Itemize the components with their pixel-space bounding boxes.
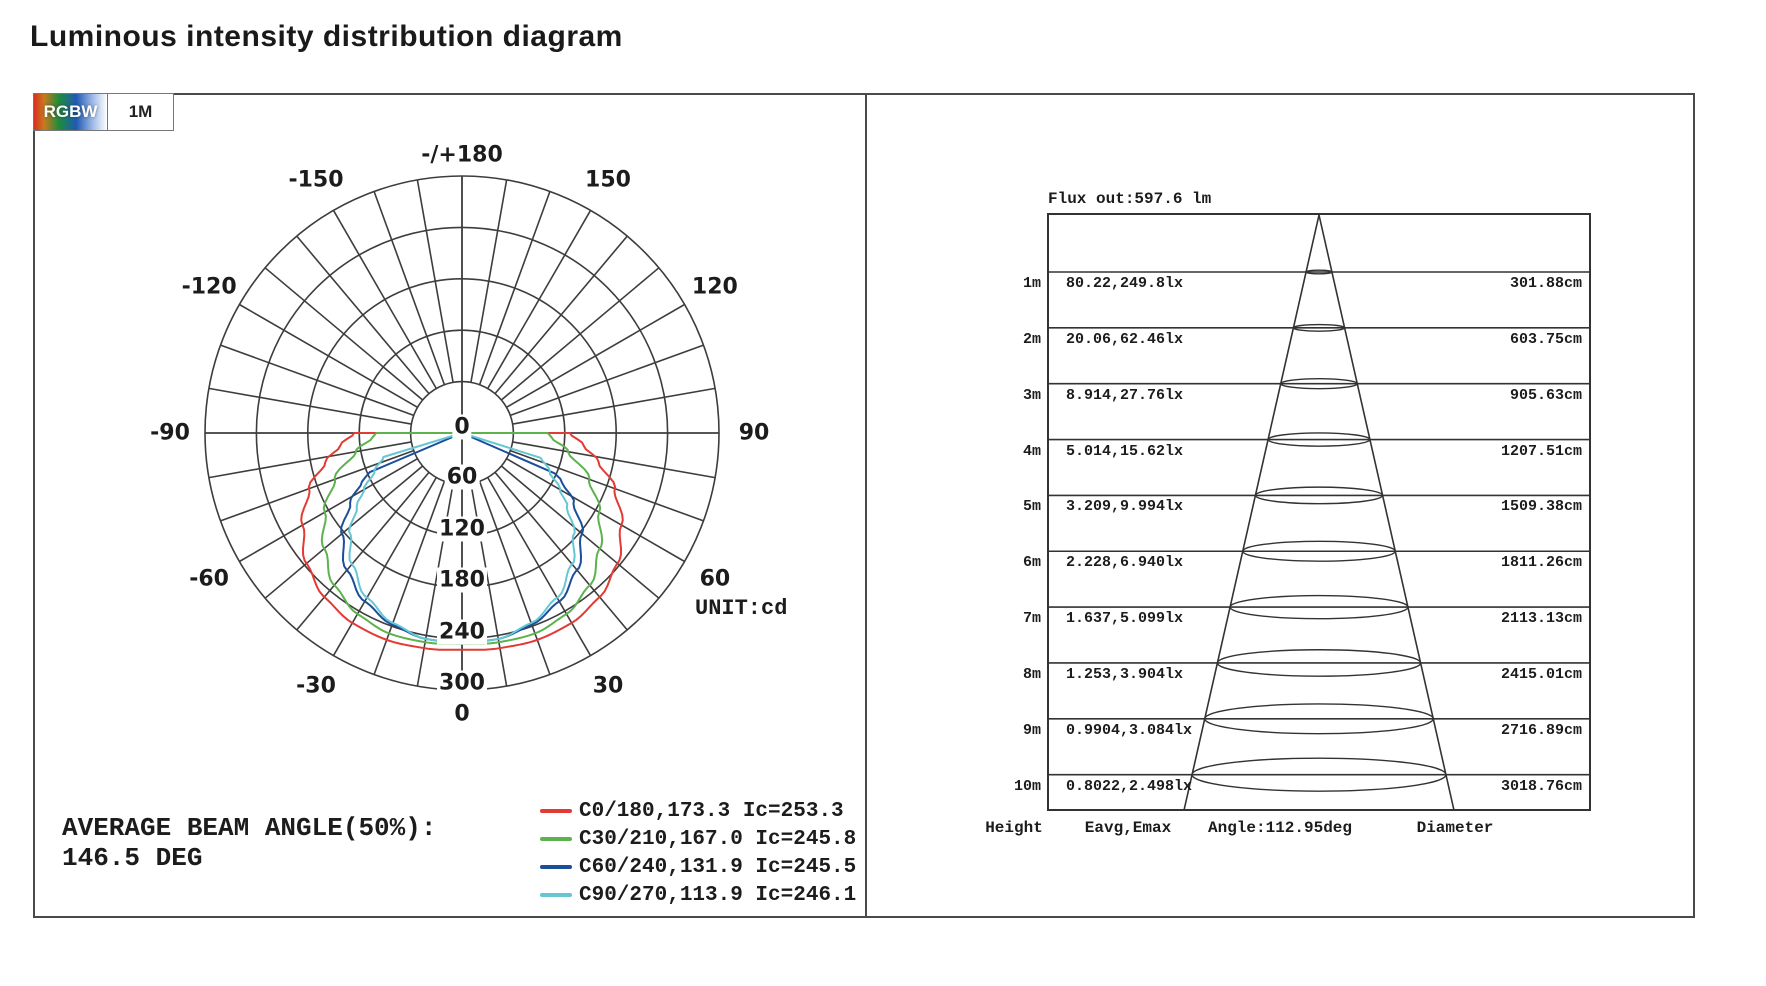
polar-angle-label--90: -90 [150, 420, 190, 446]
cone-height-9m: 9m [1022, 721, 1041, 739]
tab-1m[interactable]: 1M [108, 93, 174, 131]
average-beam-angle-line1: AVERAGE BEAM ANGLE(50%): [62, 813, 437, 843]
polar-angle-label--60: -60 [189, 566, 229, 592]
cone-height-6m: 6m [1022, 554, 1041, 572]
cone-height-8m: 8m [1022, 665, 1041, 683]
polar-angle-label-90: 90 [738, 420, 770, 446]
legend-item-0: C0/180,173.3 Ic=253.3 [540, 797, 856, 825]
cone-eavg-4m: 5.014,15.62lx [1066, 442, 1184, 460]
polar-unit-label: UNIT:cd [695, 596, 788, 621]
polar-angle-label-60: 60 [699, 566, 731, 592]
cone-diameter-8m: 2415.01cm [1500, 665, 1582, 683]
tab-bar: RGBW 1M [33, 93, 174, 131]
cone-eavg-7m: 1.637,5.099lx [1066, 610, 1184, 628]
legend-label-1: C30/210,167.0 Ic=245.8 [579, 827, 857, 851]
cone-diameter-5m: 1509.38cm [1500, 498, 1582, 516]
cone-height-4m: 4m [1022, 442, 1041, 460]
cone-diameter-3m: 905.63cm [1509, 386, 1582, 404]
cone-diameter-1m: 301.88cm [1509, 275, 1582, 292]
cone-diameter-7m: 2113.13cm [1500, 610, 1582, 628]
cone-eavg-9m: 0.9904,3.084lx [1066, 721, 1193, 739]
legend-label-2: C60/240,131.9 Ic=245.5 [579, 855, 857, 879]
polar-angle-label--150: -150 [288, 167, 344, 193]
legend-item-1: C30/210,167.0 Ic=245.8 [540, 825, 856, 853]
polar-radial-label-180: 180 [437, 567, 487, 593]
legend-label-0: C0/180,173.3 Ic=253.3 [579, 799, 844, 823]
polar-radial-label-300: 300 [437, 670, 487, 696]
cone-footer-0: Height [985, 819, 1043, 837]
polar-radial-label-120: 120 [437, 516, 487, 542]
cone-eavg-2m: 20.06,62.46lx [1066, 330, 1184, 348]
polar-angle-label--120: -120 [181, 274, 237, 300]
cone-height-3m: 3m [1022, 386, 1041, 404]
cone-diameter-6m: 1811.26cm [1500, 554, 1582, 572]
flux-out-label: Flux out:597.6 lm [1048, 190, 1212, 208]
legend-swatch-3 [540, 893, 572, 897]
cone-height-7m: 7m [1022, 610, 1041, 628]
cone-diameter-9m: 2716.89cm [1500, 721, 1582, 739]
cone-eavg-6m: 2.228,6.940lx [1066, 554, 1184, 572]
polar-angle-label--/+180: -/+180 [421, 142, 503, 168]
polar-angle-label-0: 0 [454, 701, 470, 727]
polar-angle-label-120: 120 [691, 274, 738, 300]
cone-eavg-3m: 8.914,27.76lx [1066, 386, 1184, 404]
cone-footer-3: Diameter [1416, 819, 1494, 837]
legend-swatch-1 [540, 837, 572, 841]
cone-eavg-8m: 1.253,3.904lx [1066, 665, 1184, 683]
average-beam-angle-line2: 146.5 DEG [62, 843, 203, 873]
cone-footer-1: Eavg,Emax [1084, 819, 1172, 837]
polar-angle-label-150: 150 [585, 167, 631, 193]
average-beam-angle: AVERAGE BEAM ANGLE(50%): 146.5 DEG [62, 813, 436, 873]
legend-swatch-2 [540, 865, 572, 869]
legend-swatch-0 [540, 809, 572, 813]
polar-radial-label-0: 0 [452, 414, 472, 440]
polar-angle-label--30: -30 [296, 673, 336, 699]
legend-item-2: C60/240,131.9 Ic=245.5 [540, 853, 856, 881]
polar-legend: C0/180,173.3 Ic=253.3 C30/210,167.0 Ic=24… [540, 797, 856, 909]
legend-item-3: C90/270,113.9 Ic=246.1 [540, 881, 856, 909]
polar-angle-label-30: 30 [592, 673, 624, 699]
tab-rgbw[interactable]: RGBW [33, 93, 108, 131]
cone-diameter-2m: 603.75cm [1509, 330, 1582, 348]
legend-label-3: C90/270,113.9 Ic=246.1 [579, 883, 857, 907]
cone-height-10m: 10m [1013, 777, 1041, 795]
cone-height-2m: 2m [1022, 330, 1041, 348]
cone-height-5m: 5m [1022, 498, 1041, 516]
cone-eavg-1m: 80.22,249.8lx [1066, 275, 1184, 292]
cone-diameter-10m: 3018.76cm [1500, 777, 1582, 795]
cone-height-1m: 1m [1022, 275, 1041, 292]
cone-diameter-4m: 1207.51cm [1500, 442, 1582, 460]
cone-eavg-5m: 3.209,9.994lx [1066, 498, 1184, 516]
polar-radial-label-60: 60 [444, 464, 480, 490]
page-title: Luminous intensity distribution diagram [30, 20, 623, 53]
cone-footer-2: Angle:112.95deg [1207, 819, 1353, 837]
panel-divider [865, 93, 867, 918]
polar-radial-label-240: 240 [437, 619, 487, 645]
cone-eavg-10m: 0.8022,2.498lx [1066, 777, 1193, 795]
